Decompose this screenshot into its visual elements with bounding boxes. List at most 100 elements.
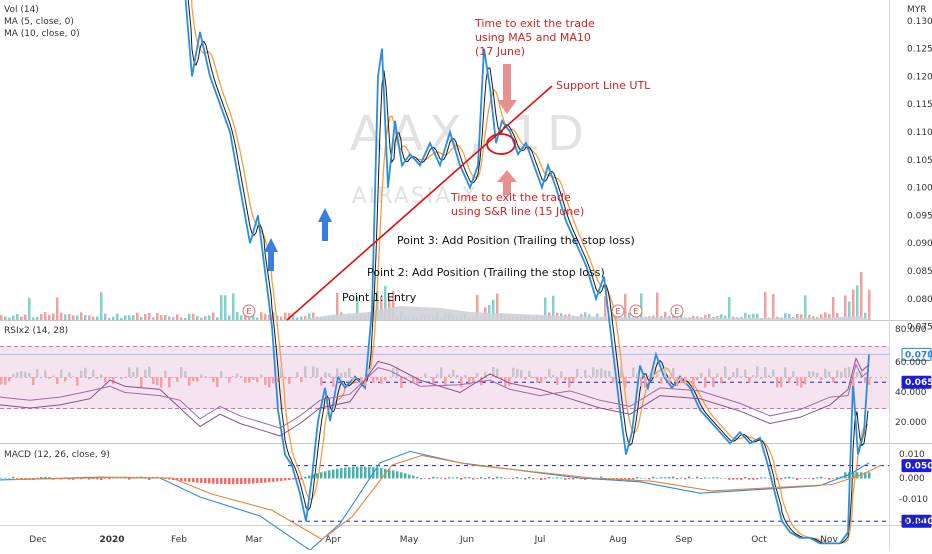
- rsi-hist-bar: [708, 369, 711, 377]
- macd-hist-bar: [324, 471, 327, 478]
- legend-macd[interactable]: MACD (12, 26, close, 9): [4, 450, 110, 460]
- volume-bar: [44, 312, 47, 320]
- rsi-hist-bar: [16, 372, 19, 377]
- macd-hist-bar: [716, 477, 719, 478]
- macd-hist-bar: [764, 478, 767, 479]
- volume-bar: [56, 298, 59, 320]
- rsi-hist-bar: [248, 377, 251, 383]
- price-badge: 0.065: [902, 376, 932, 388]
- macd-hist-bar: [708, 478, 711, 479]
- rsi-hist-bar: [692, 377, 695, 388]
- macd-hist-bar: [428, 478, 431, 479]
- macd-hist-bar: [752, 478, 755, 480]
- legend-ma10[interactable]: MA (10, close, 0): [4, 29, 80, 39]
- rsi-hist-bar: [856, 372, 859, 377]
- rsi-hist-bar: [636, 374, 639, 377]
- rsi-hist-bar: [188, 377, 191, 386]
- legend-vol[interactable]: Vol (14): [4, 5, 39, 15]
- macd-hist-bar: [564, 478, 567, 480]
- macd-hist-bar: [456, 477, 459, 478]
- rsi-hist-bar: [624, 377, 627, 388]
- macd-hist-bar: [556, 477, 559, 478]
- volume-bar: [860, 272, 863, 320]
- macd-hist-bar: [192, 478, 195, 482]
- rsi-hist-bar: [648, 375, 651, 377]
- rsi-hist-bar: [408, 376, 411, 377]
- currency-label: MYR: [907, 5, 927, 15]
- rsi-hist-bar: [828, 372, 831, 377]
- macd-hist-bar: [244, 478, 247, 484]
- rsi-hist-bar: [520, 370, 523, 377]
- volume-bar: [164, 315, 167, 320]
- rsi-hist-bar: [324, 372, 327, 377]
- rsi-tick: 60.000: [895, 358, 927, 368]
- volume-bar: [200, 318, 203, 320]
- rsi-hist-bar: [848, 367, 851, 377]
- volume-bar: [256, 318, 259, 320]
- volume-bar: [16, 314, 19, 320]
- macd-hist-bar: [468, 477, 471, 478]
- volume-bar: [188, 314, 191, 320]
- rsi-hist-bar: [564, 377, 567, 380]
- earnings-marker[interactable]: E: [612, 305, 624, 317]
- rsi-tick: 40.000: [895, 388, 927, 398]
- earnings-marker[interactable]: E: [630, 305, 642, 317]
- macd-hist-bar: [656, 478, 659, 479]
- volume-bar: [136, 313, 139, 320]
- earnings-marker[interactable]: E: [243, 305, 255, 317]
- rsi-hist-bar: [456, 375, 459, 377]
- volume-bar: [64, 314, 67, 320]
- volume-bar: [0, 315, 3, 320]
- legend-ma5[interactable]: MA (5, close, 0): [4, 17, 74, 27]
- legend-rsi[interactable]: RSIx2 (14, 28): [4, 326, 68, 336]
- rsi-hist-bar: [200, 374, 203, 377]
- macd-hist-bar: [632, 478, 635, 479]
- rsi-hist-bar: [556, 377, 559, 385]
- macd-hist-bar: [664, 477, 667, 478]
- rsi-hist-bar: [788, 377, 791, 383]
- macd-hist-bar: [528, 477, 531, 479]
- rsi-hist-bar: [620, 366, 623, 377]
- rsi-hist-bar: [732, 372, 735, 377]
- rsi-hist-bar: [704, 377, 707, 388]
- earnings-marker[interactable]: E: [671, 305, 683, 317]
- rsi-hist-bar: [724, 366, 727, 377]
- rsi-hist-bar: [268, 377, 271, 387]
- volume-bar: [852, 290, 855, 320]
- rsi-hist-bar: [808, 371, 811, 377]
- macd-hist-bar: [396, 471, 399, 478]
- rsi-hist-bar: [756, 366, 759, 377]
- volume-bar: [8, 318, 11, 320]
- volume-bar: [36, 317, 39, 320]
- time-tick: Aug: [609, 535, 627, 545]
- rsi-hist-bar: [572, 377, 575, 382]
- rsi-hist-bar: [528, 371, 531, 377]
- time-tick: Oct: [751, 535, 767, 545]
- macd-hist-bar: [284, 478, 287, 481]
- rsi-hist-bar: [264, 377, 267, 385]
- rsi-hist-bar: [836, 370, 839, 377]
- macd-hist-bar: [200, 478, 203, 483]
- macd-hist-bar: [368, 467, 371, 479]
- rsi-hist-bar: [552, 375, 555, 377]
- rsi-hist-bar: [96, 377, 99, 379]
- macd-hist-bar: [328, 470, 331, 478]
- macd-hist-bar: [532, 478, 535, 479]
- macd-hist-bar: [648, 478, 651, 479]
- macd-hist-bar: [348, 467, 351, 478]
- rsi-hist-bar: [412, 377, 415, 383]
- rsi-hist-bar: [220, 371, 223, 377]
- volume-bar: [772, 294, 775, 320]
- rsi-hist-bar: [472, 377, 475, 382]
- rsi-hist-bar: [352, 377, 355, 380]
- rsi-hist-bar: [156, 377, 159, 385]
- volume-bar: [220, 295, 223, 320]
- macd-hist-bar: [568, 478, 571, 479]
- macd-hist-bar: [308, 476, 311, 479]
- volume-bar: [92, 317, 95, 320]
- macd-hist-bar: [868, 472, 871, 478]
- volume-bar: [72, 315, 75, 320]
- rsi-hist-bar: [4, 377, 7, 385]
- price-tick: 0.125: [907, 45, 932, 55]
